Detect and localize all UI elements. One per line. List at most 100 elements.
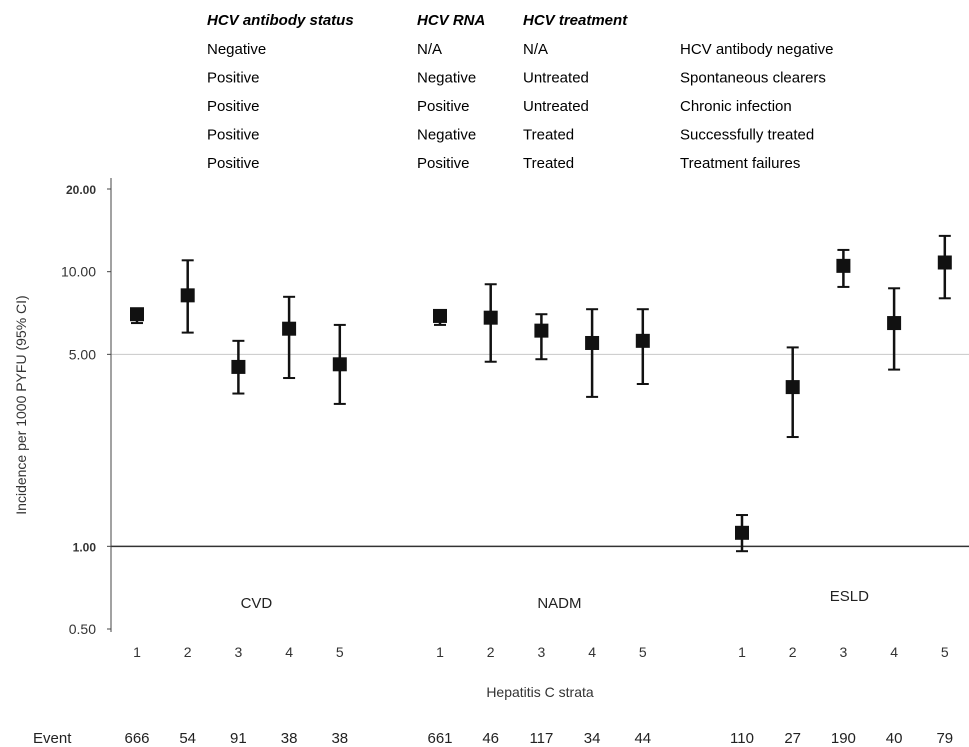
gridlines: [111, 353, 969, 548]
y-axis-ticks: 0.50 1.00 5.00 10.00 20.00: [61, 183, 111, 637]
x-axis-title: Hepatitis C strata: [486, 684, 594, 700]
estimate-marker: [785, 380, 800, 395]
y-axis-title: Incidence per 1000 PYFU (95% CI): [13, 295, 29, 514]
strata-legend: HCV antibody status HCV RNA HCV treatment N…: [207, 12, 833, 172]
legend-cell: Positive: [207, 127, 260, 144]
data-point: [483, 283, 498, 363]
data-point: [433, 308, 447, 326]
y-tick-label: 20.00: [66, 183, 96, 197]
estimate-marker: [635, 333, 650, 348]
group-label: ESLD: [830, 588, 869, 605]
data-point: [534, 313, 549, 361]
x-tick-label: 3: [538, 644, 546, 660]
estimate-marker: [282, 321, 297, 336]
x-tick-label: 5: [941, 644, 949, 660]
group-label: CVD: [241, 595, 273, 612]
data-point: [332, 323, 347, 405]
data-point: [785, 346, 800, 439]
data-point: [735, 514, 749, 553]
estimate-marker: [534, 323, 549, 338]
legend-cell: Treatment failures: [680, 155, 800, 172]
event-count: 79: [936, 730, 953, 747]
event-count: 34: [584, 730, 601, 747]
legend-cell: Positive: [207, 155, 260, 172]
estimate-marker: [836, 258, 851, 273]
x-tick-label: 3: [235, 644, 243, 660]
x-tick-label: 1: [133, 644, 141, 660]
estimate-marker: [735, 525, 749, 540]
data-point: [282, 295, 297, 380]
legend-cell: Positive: [207, 70, 260, 87]
event-count: 38: [281, 730, 298, 747]
legend-cell: Negative: [207, 41, 266, 58]
x-tick-label: 2: [184, 644, 192, 660]
x-tick-label: 4: [588, 644, 596, 660]
legend-cell: HCV antibody negative: [680, 41, 833, 58]
x-tick-label: 1: [738, 644, 746, 660]
event-count: 27: [784, 730, 801, 747]
legend-cell: N/A: [523, 41, 548, 58]
legend-cell: Positive: [417, 98, 470, 115]
event-count: 117: [529, 730, 553, 747]
estimate-marker: [332, 357, 347, 372]
legend-cell: Successfully treated: [680, 127, 814, 144]
x-tick-label: 4: [285, 644, 293, 660]
estimate-marker: [130, 307, 144, 322]
event-row-label: Event: [33, 730, 72, 747]
data-point: [937, 234, 952, 300]
event-count: 190: [831, 730, 856, 747]
x-tick-label: 5: [336, 644, 344, 660]
data-point: [585, 308, 600, 398]
event-count: 661: [427, 730, 452, 747]
event-count: 46: [482, 730, 499, 747]
y-tick-label: 1.00: [73, 540, 97, 554]
event-count: 38: [331, 730, 348, 747]
legend-cell: Treated: [523, 155, 574, 172]
legend-cell: Untreated: [523, 98, 589, 115]
estimate-marker: [433, 308, 447, 323]
estimate-marker: [231, 359, 246, 374]
x-tick-label: 2: [487, 644, 495, 660]
x-tick-label: 3: [840, 644, 848, 660]
legend-cell: Untreated: [523, 70, 589, 87]
legend-cell: Positive: [207, 98, 260, 115]
x-tick-label: 2: [789, 644, 797, 660]
event-count: 110: [730, 730, 754, 747]
legend-cell: Negative: [417, 70, 476, 87]
x-axis-ticks: 1 2 3 4 5 1 2 3 4 5 1 2 3 4 5: [133, 644, 949, 660]
data-point: [130, 307, 144, 325]
legend-cell: Positive: [417, 155, 470, 172]
legend-header: HCV treatment: [523, 12, 628, 29]
legend-cell: Treated: [523, 127, 574, 144]
legend-header: HCV RNA: [417, 12, 485, 29]
y-tick-label: 0.50: [69, 621, 96, 637]
data-point: [180, 259, 195, 334]
estimate-marker: [180, 288, 195, 303]
event-counts: 666 54 91 38 38 661 46 117 34 44 110 27 190 40 79: [124, 730, 953, 747]
group-labels: CVD NADM ESLD: [241, 588, 870, 612]
event-count: 44: [634, 730, 651, 747]
estimate-marker: [937, 255, 952, 270]
x-tick-label: 1: [436, 644, 444, 660]
legend-cell: Chronic infection: [680, 98, 792, 115]
y-tick-label: 5.00: [69, 346, 96, 362]
data-point: [887, 287, 902, 371]
estimate-marker: [585, 335, 600, 350]
event-count: 54: [179, 730, 196, 747]
event-count: 666: [124, 730, 149, 747]
x-tick-label: 5: [639, 644, 647, 660]
estimate-marker: [483, 310, 498, 325]
group-label: NADM: [537, 595, 581, 612]
data-marks: [130, 234, 952, 553]
data-point: [836, 248, 851, 288]
event-count: 40: [886, 730, 903, 747]
y-tick-label: 10.00: [61, 264, 96, 280]
x-tick-label: 4: [890, 644, 898, 660]
estimate-marker: [887, 316, 902, 331]
legend-cell: N/A: [417, 41, 442, 58]
event-count: 91: [230, 730, 247, 747]
legend-cell: Negative: [417, 127, 476, 144]
data-point: [231, 339, 246, 395]
legend-cell: Spontaneous clearers: [680, 70, 826, 87]
